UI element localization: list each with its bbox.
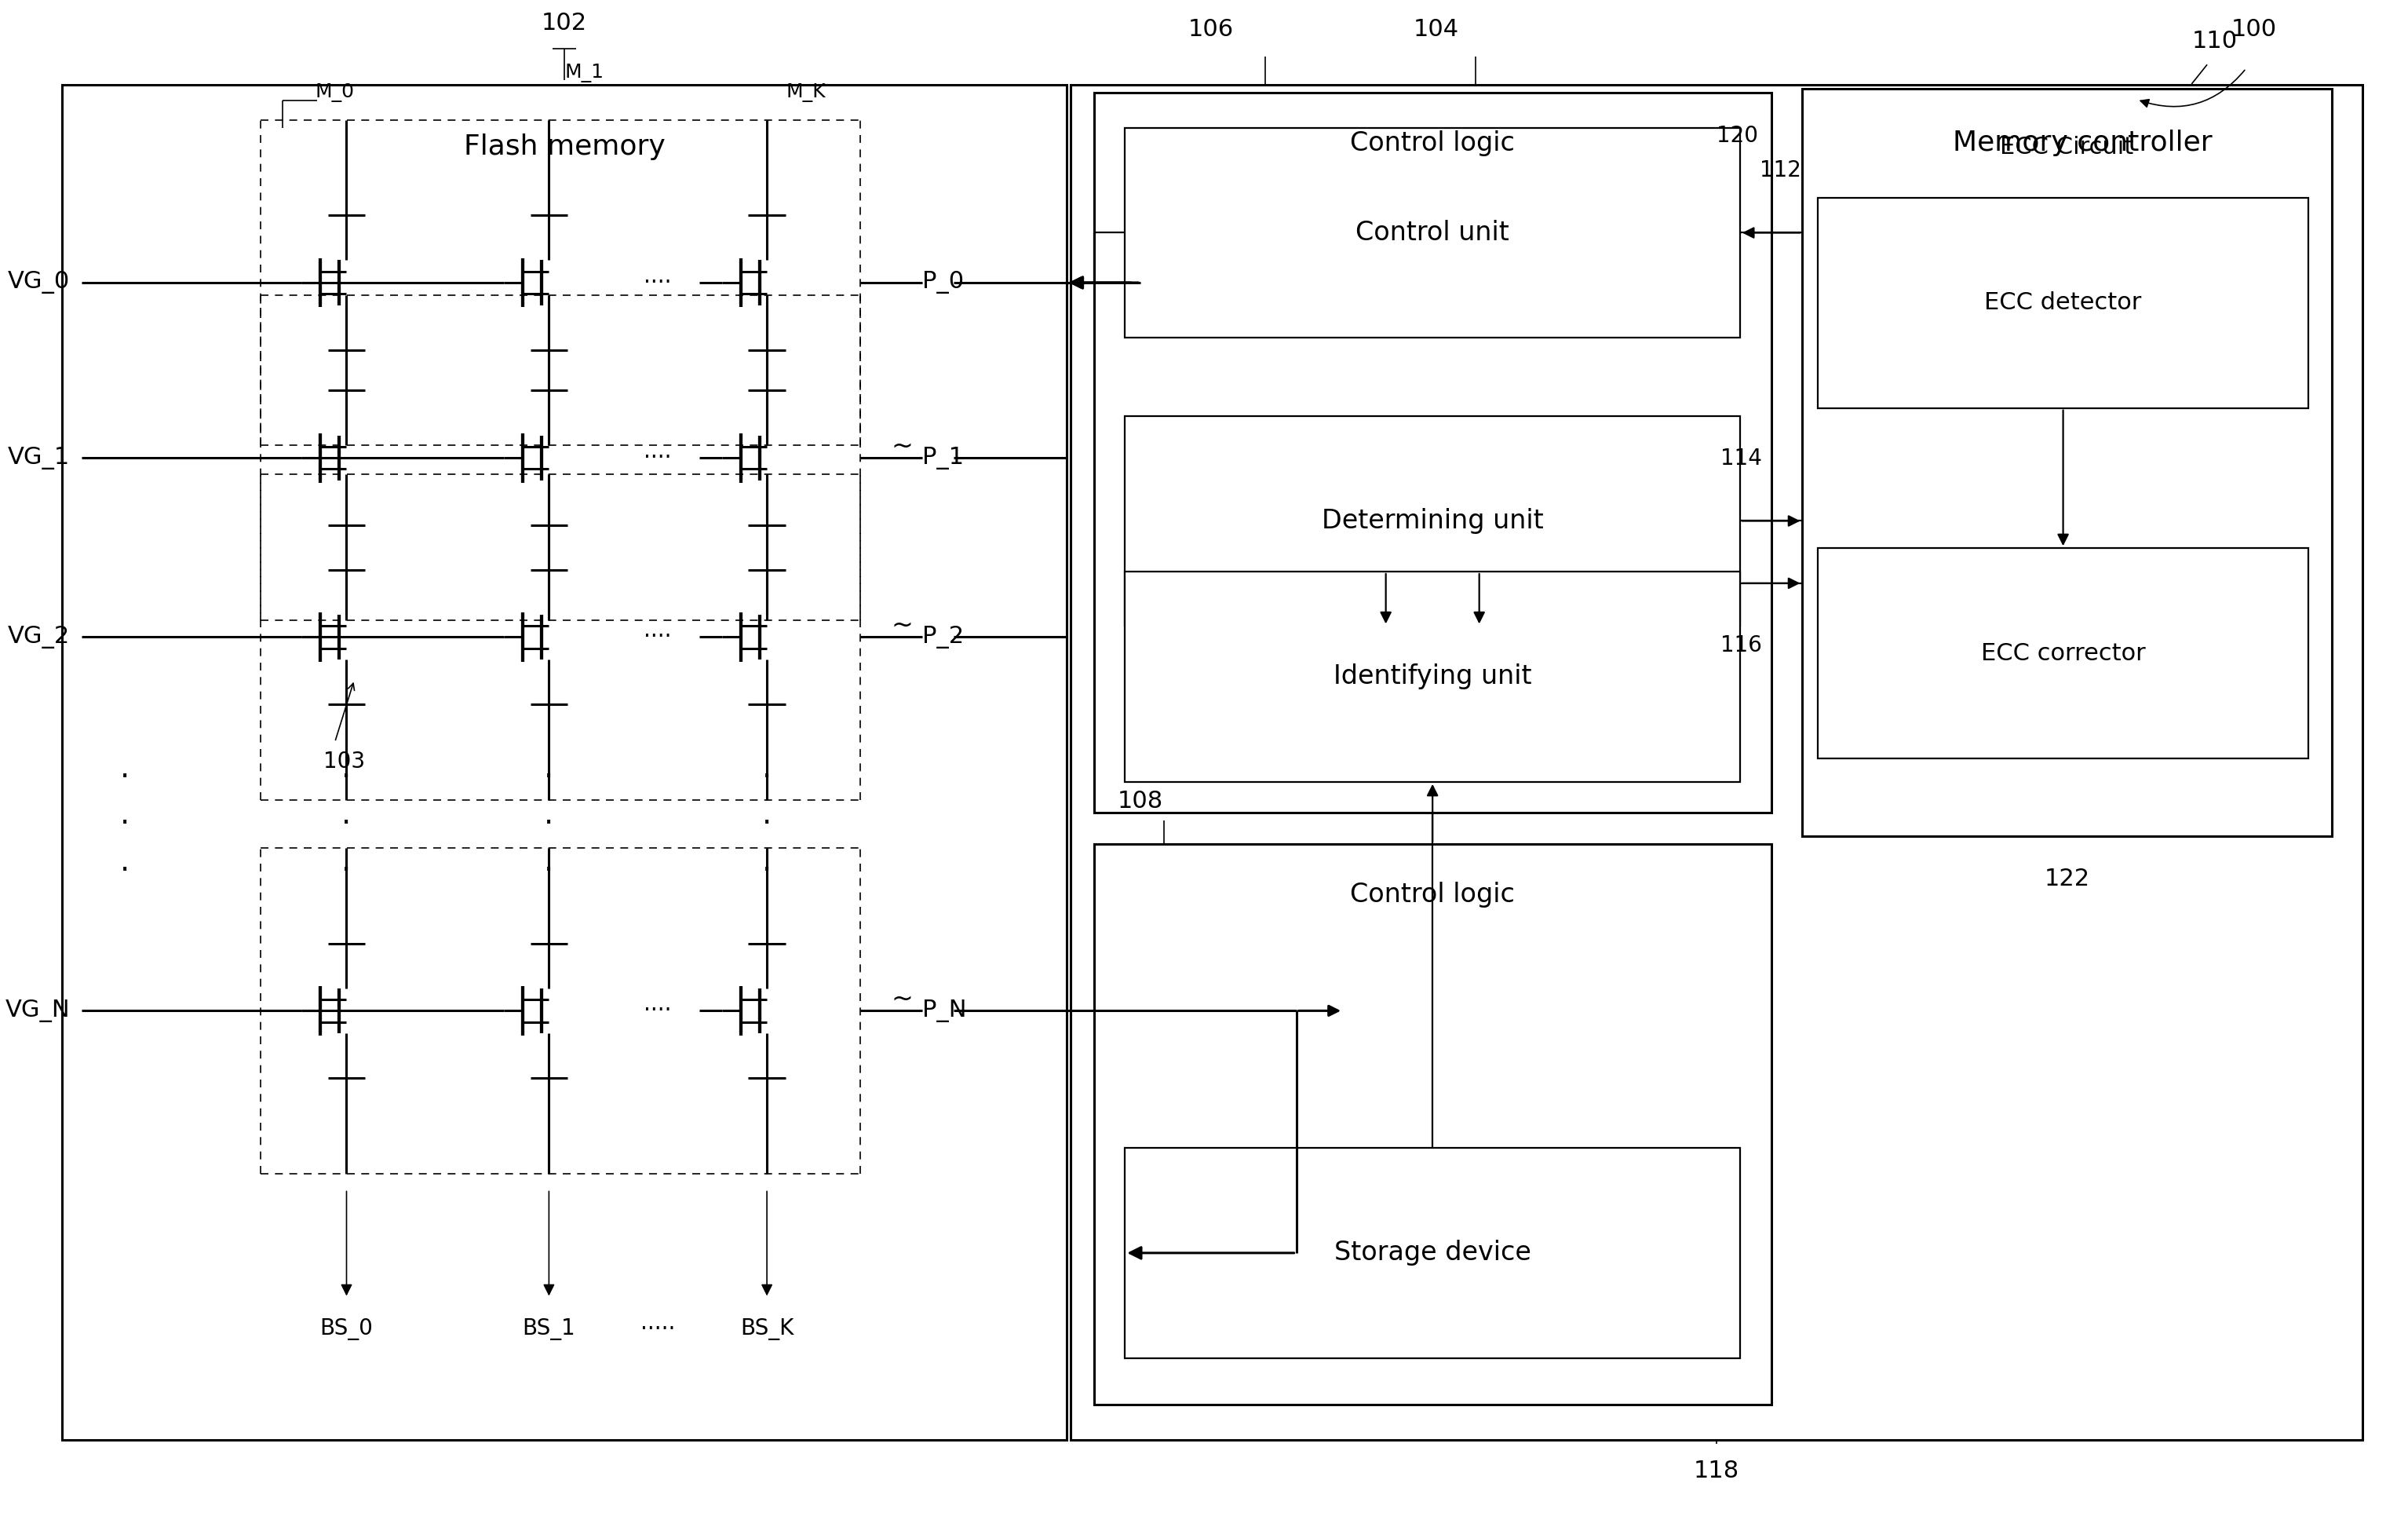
Text: Identifying unit: Identifying unit [1334,664,1531,690]
Text: ·: · [761,762,773,792]
Text: P_2: P_2 [922,626,963,649]
Text: 110: 110 [2191,30,2237,53]
Bar [1125,572,1741,781]
Text: VG_0: VG_0 [7,271,70,293]
Text: ....: .... [643,266,672,287]
Text: ·: · [120,809,130,839]
Bar [1125,1148,1741,1357]
Text: VG_1: VG_1 [7,447,70,470]
Text: Control logic: Control logic [1351,131,1515,157]
Text: BS_0: BS_0 [320,1318,373,1341]
Text: 106: 106 [1187,18,1233,41]
Text: VG_N: VG_N [5,999,70,1021]
Text: ·: · [544,762,554,792]
Text: Control logic: Control logic [1351,882,1515,907]
Text: VG_2: VG_2 [7,626,70,649]
Text: ·: · [342,856,352,886]
Text: M_0: M_0 [315,84,354,102]
Text: 100: 100 [2232,18,2276,41]
Text: M_1: M_1 [563,64,604,82]
Text: ECC detector: ECC detector [1984,292,2141,315]
Text: BS_1: BS_1 [523,1318,576,1341]
Text: P_0: P_0 [922,271,963,293]
Text: BS_K: BS_K [739,1318,795,1341]
Bar [1818,198,2309,407]
Text: ·····: ····· [641,1318,674,1341]
Text: ~: ~ [891,986,913,1012]
Text: P_1: P_1 [922,447,963,470]
Text: Storage device: Storage device [1334,1240,1531,1266]
Bar [1093,844,1772,1404]
Text: ....: .... [643,441,672,462]
Bar [63,85,1067,1439]
Text: P_N: P_N [922,999,968,1021]
Text: Control unit: Control unit [1356,220,1510,246]
Text: 112: 112 [1760,160,1801,181]
Text: 120: 120 [1717,125,1758,146]
Text: Memory controller: Memory controller [1953,129,2213,157]
Bar [1072,85,2362,1439]
Text: ·: · [761,856,773,886]
Text: ·: · [544,809,554,839]
Text: ....: .... [643,620,672,641]
Text: 114: 114 [1722,447,1763,470]
Text: ·: · [120,762,130,792]
Text: ·: · [761,809,773,839]
Text: 122: 122 [2044,868,2090,891]
Text: ·: · [342,762,352,792]
Text: 118: 118 [1693,1459,1739,1482]
Text: Determining unit: Determining unit [1322,508,1544,534]
Text: ·: · [544,856,554,886]
Text: ·: · [120,856,130,886]
Text: M_K: M_K [787,84,826,102]
Bar [1093,93,1772,813]
Text: 104: 104 [1413,18,1459,41]
Text: ·: · [342,809,352,839]
Text: ....: .... [643,994,672,1015]
Bar [1125,416,1741,626]
Text: ECC corrector: ECC corrector [1982,641,2146,664]
Text: 103: 103 [323,751,366,772]
Text: ~: ~ [891,433,913,459]
Bar [1125,128,1741,337]
Text: 108: 108 [1117,790,1163,813]
Text: Flash memory: Flash memory [465,134,665,161]
Bar [1801,88,2331,836]
Text: ~: ~ [891,613,913,638]
Text: 102: 102 [542,12,588,35]
Text: 116: 116 [1722,634,1763,657]
Bar [1818,549,2309,758]
Text: ECC Circuit: ECC Circuit [2001,135,2133,158]
